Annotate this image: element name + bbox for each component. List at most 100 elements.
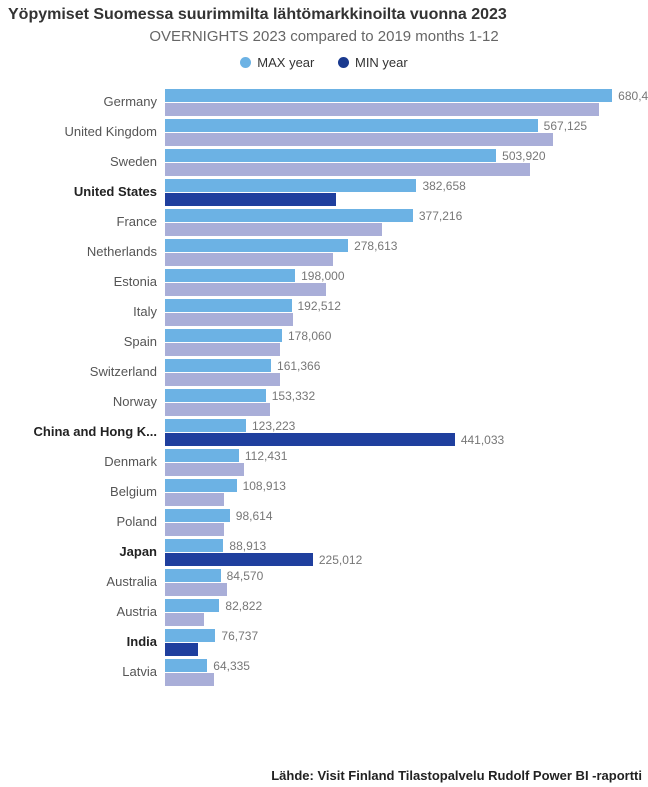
category-label: Estonia: [0, 269, 165, 296]
chart-row: Estonia 198,000: [0, 269, 638, 296]
bar-group: 64,335: [165, 659, 638, 686]
bar-group: 108,913: [165, 479, 638, 506]
legend-dot-min: [338, 57, 349, 68]
value-label: 153,332: [272, 389, 315, 403]
min-bar: [165, 373, 280, 386]
chart-row: Germany680,486: [0, 89, 638, 116]
max-bar: [165, 659, 207, 672]
bar-group: 680,486: [165, 89, 648, 116]
legend-label-max: MAX year: [257, 55, 314, 70]
max-bar: [165, 479, 237, 492]
min-bar: [165, 133, 553, 146]
max-bar: [165, 569, 221, 582]
min-bar: [165, 433, 455, 446]
chart-row: France377,216: [0, 209, 638, 236]
min-bar: [165, 673, 214, 686]
max-bar: [165, 449, 239, 462]
legend: MAX year MIN year: [0, 55, 648, 71]
category-label: Denmark: [0, 449, 165, 476]
bar-group: 503,920: [165, 149, 638, 176]
max-bar: [165, 419, 246, 432]
category-label: Australia: [0, 569, 165, 596]
category-label: Austria: [0, 599, 165, 626]
max-bar: [165, 119, 538, 132]
value-label: 225,012: [319, 553, 362, 567]
value-label: 84,570: [227, 569, 264, 583]
min-bar: [165, 313, 293, 326]
value-label: 88,913: [229, 539, 266, 553]
bar-group: 82,822: [165, 599, 638, 626]
bar-group: 178,060: [165, 329, 638, 356]
category-label: Germany: [0, 89, 165, 116]
value-label: 503,920: [502, 149, 545, 163]
max-bar: [165, 179, 416, 192]
legend-item-max: MAX year: [240, 55, 314, 70]
category-label: Poland: [0, 509, 165, 536]
category-label: Spain: [0, 329, 165, 356]
bar-group: 198,000: [165, 269, 638, 296]
max-bar: [165, 149, 496, 162]
chart-subtitle: OVERNIGHTS 2023 compared to 2019 months …: [0, 28, 648, 45]
value-label: 76,737: [221, 629, 258, 643]
min-bar: [165, 253, 333, 266]
max-bar: [165, 299, 292, 312]
category-label: China and Hong K...: [0, 419, 165, 446]
chart-row: Poland 98,614: [0, 509, 638, 536]
chart-row: Netherlands278,613: [0, 239, 638, 266]
category-label: France: [0, 209, 165, 236]
value-label: 123,223: [252, 419, 295, 433]
chart-row: Belgium108,913: [0, 479, 638, 506]
min-bar: [165, 193, 336, 206]
max-bar: [165, 89, 612, 102]
min-bar: [165, 103, 599, 116]
chart-row: Denmark112,431: [0, 449, 638, 476]
bar-group: 88,913 225,012: [165, 539, 638, 566]
min-bar: [165, 463, 244, 476]
value-label: 192,512: [298, 299, 341, 313]
value-label: 382,658: [422, 179, 465, 193]
value-label: 98,614: [236, 509, 273, 523]
max-bar: [165, 239, 348, 252]
source-line: Lähde: Visit Finland Tilastopalvelu Rudo…: [271, 768, 642, 783]
chart-row: India76,737: [0, 629, 638, 656]
bar-group: 161,366: [165, 359, 638, 386]
min-bar: [165, 163, 530, 176]
max-bar: [165, 269, 295, 282]
bar-group: 123,223 441,033: [165, 419, 638, 446]
max-bar: [165, 359, 271, 372]
min-bar: [165, 343, 280, 356]
value-label: 178,060: [288, 329, 331, 343]
legend-item-min: MIN year: [338, 55, 408, 70]
max-bar: [165, 539, 223, 552]
value-label: 198,000: [301, 269, 344, 283]
min-bar: [165, 493, 224, 506]
chart-row: Sweden503,920: [0, 149, 638, 176]
value-label: 161,366: [277, 359, 320, 373]
max-bar: [165, 599, 219, 612]
value-label: 567,125: [544, 119, 587, 133]
category-label: Belgium: [0, 479, 165, 506]
bar-group: 76,737: [165, 629, 638, 656]
bar-chart: Germany680,486United Kingdom567,125Swede…: [0, 89, 648, 686]
bar-group: 567,125: [165, 119, 638, 146]
bar-group: 153,332: [165, 389, 638, 416]
category-label: Italy: [0, 299, 165, 326]
category-label: United Kingdom: [0, 119, 165, 146]
min-bar: [165, 223, 382, 236]
category-label: Norway: [0, 389, 165, 416]
value-label: 441,033: [461, 433, 504, 447]
min-bar: [165, 283, 326, 296]
legend-dot-max: [240, 57, 251, 68]
category-label: Switzerland: [0, 359, 165, 386]
bar-group: 382,658: [165, 179, 638, 206]
min-bar: [165, 403, 270, 416]
value-label: 82,822: [225, 599, 262, 613]
max-bar: [165, 389, 266, 402]
category-label: Netherlands: [0, 239, 165, 266]
bar-group: 192,512: [165, 299, 638, 326]
bar-group: 377,216: [165, 209, 638, 236]
chart-row: China and Hong K... 123,223 441,033: [0, 419, 638, 446]
max-bar: [165, 509, 230, 522]
max-bar: [165, 209, 413, 222]
value-label: 64,335: [213, 659, 250, 673]
